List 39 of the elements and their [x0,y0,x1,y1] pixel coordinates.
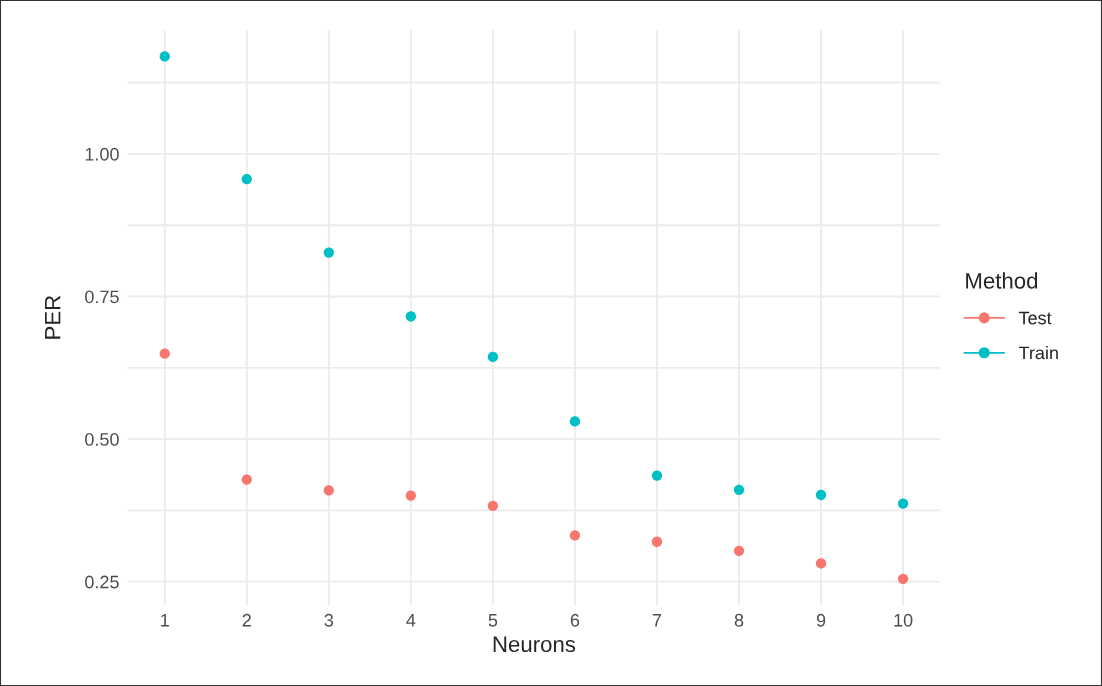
y-axis-title: PER [45,295,61,339]
point [815,489,827,501]
x-tick-label: 5 [488,614,498,627]
point [405,490,417,501]
point [569,416,581,427]
point [651,536,663,547]
legend-label: Test [1018,311,1052,325]
point [651,470,663,481]
point [487,351,499,363]
x-axis-title: Neurons [493,636,576,653]
x-tick-label: 9 [816,613,826,627]
point [323,485,334,496]
x-tick-label: 4 [406,614,416,627]
x-tick-label: 10 [894,613,913,627]
x-tick-label: 2 [242,613,251,627]
x-tick-label: 3 [324,613,334,627]
x-tick-label: 7 [652,614,662,627]
y-tick-label: 0.50 [85,433,119,446]
legend-label: Train [1018,346,1058,360]
legend-title: Method [966,272,1038,289]
point [897,573,909,584]
point [159,51,170,62]
point [323,247,334,258]
y-tick-label: 1.00 [85,147,119,161]
point [241,173,252,185]
x-tick-label: 6 [570,613,580,627]
point [733,545,745,557]
y-tick-label: 0.75 [85,290,119,304]
point [241,474,252,485]
y-tick-label: 0.25 [85,575,119,589]
x-tick-label: 1 [161,614,169,627]
x-tick-label: 8 [734,613,744,627]
point [405,311,417,322]
point [733,484,745,495]
point [569,530,581,541]
point [487,500,499,511]
point [815,558,827,569]
point [897,498,909,509]
point [159,348,170,359]
